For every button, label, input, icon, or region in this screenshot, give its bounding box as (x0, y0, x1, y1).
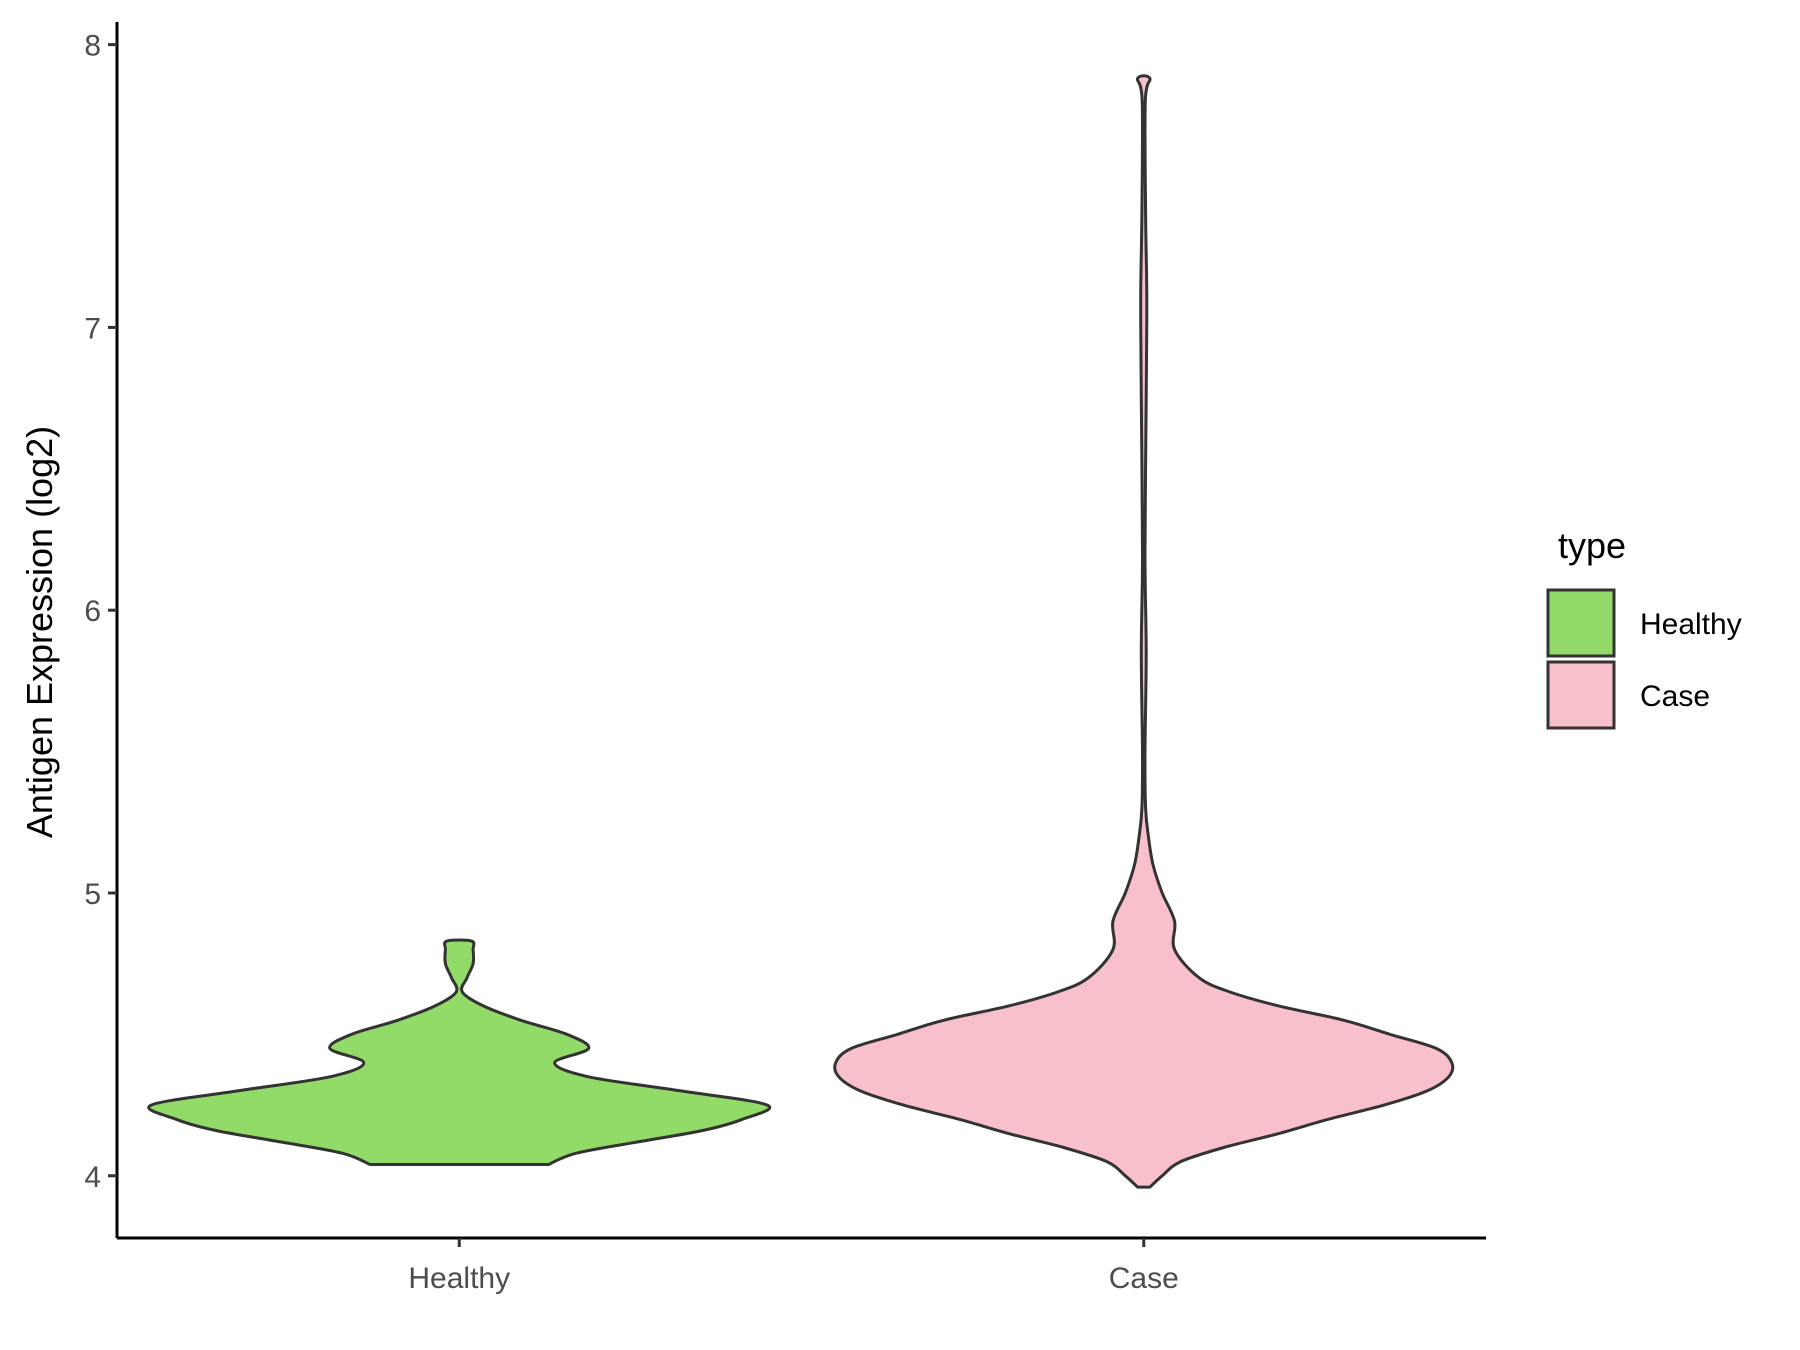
legend-label-case: Case (1640, 680, 1710, 713)
y-tick-label: 7 (84, 312, 101, 345)
y-tick-label: 8 (84, 30, 101, 63)
violin-layer (147, 74, 1455, 1189)
violin-case (833, 74, 1455, 1189)
y-tick-label: 4 (84, 1161, 101, 1194)
x-axis: Healthy Case (117, 1236, 1486, 1295)
y-tick-label: 5 (84, 878, 101, 911)
x-tick-label: Healthy (408, 1262, 510, 1295)
legend-swatch-case (1546, 660, 1616, 730)
y-axis: 4 5 6 7 8 (84, 22, 119, 1238)
legend-title: type (1558, 525, 1626, 566)
y-tick-label: 6 (84, 595, 101, 628)
violin-healthy (147, 938, 772, 1166)
x-tick-label: Case (1109, 1262, 1179, 1295)
legend: type Healthy Case (1546, 525, 1742, 730)
y-axis-title: Antigen Expression (log2) (19, 426, 60, 838)
legend-swatch-healthy (1546, 588, 1616, 658)
legend-label-healthy: Healthy (1640, 608, 1742, 641)
